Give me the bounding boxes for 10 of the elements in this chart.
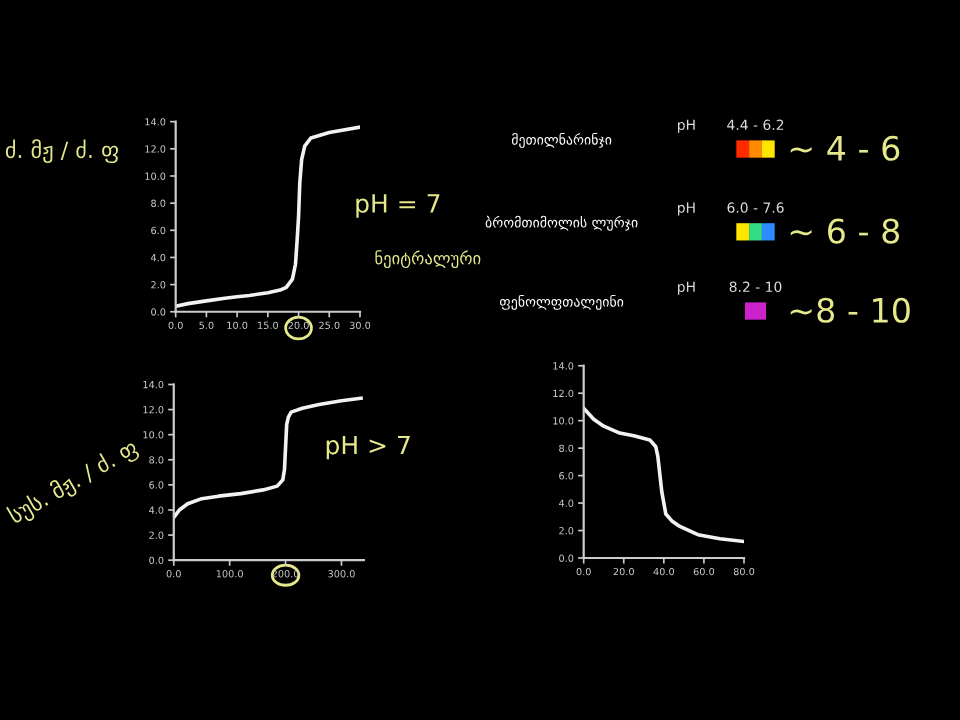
line-series <box>583 406 744 544</box>
text: ძ. მჟ / ძ. ფ <box>5 139 119 164</box>
annotation: pH = 7 <box>356 194 440 218</box>
text: ~ 4 - 6 <box>790 135 900 161</box>
line-series <box>173 396 363 520</box>
annotation: pH > 7 <box>326 435 410 460</box>
text: ~8 - 10 <box>790 297 910 323</box>
text: ~ 6 - 8 <box>790 218 900 244</box>
text: ნეიტრალური <box>375 250 481 269</box>
text: სუს. მჟ. / ძ. ფ <box>6 436 142 529</box>
